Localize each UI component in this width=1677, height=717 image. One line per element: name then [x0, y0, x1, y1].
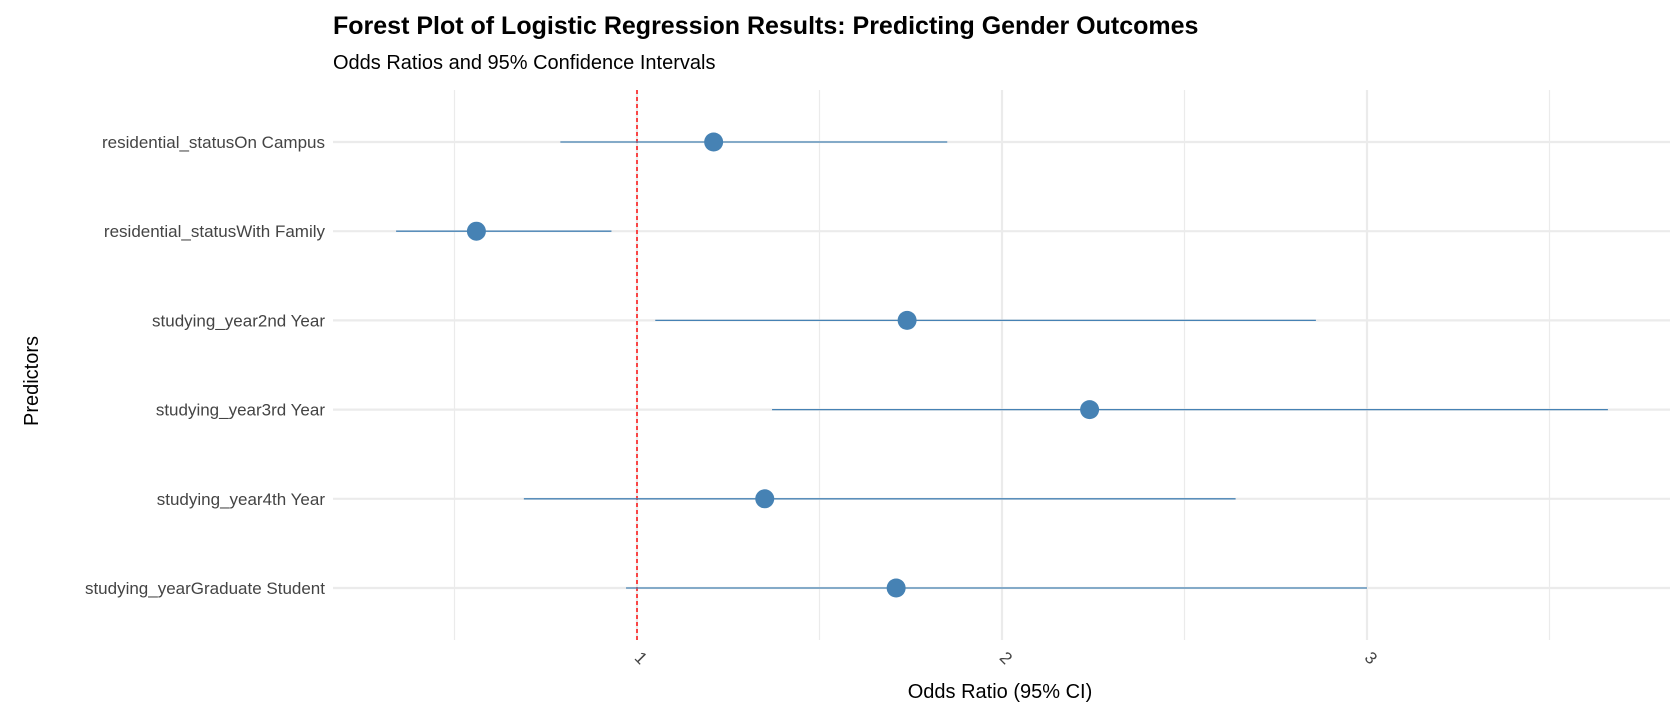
x-axis-title: Odds Ratio (95% CI) — [908, 681, 1093, 703]
x-tick-label: 3 — [1361, 648, 1381, 668]
y-tick-label: studying_year4th Year — [157, 490, 326, 509]
y-tick-label: studying_yearGraduate Student — [85, 579, 325, 598]
chart-title: Forest Plot of Logistic Regression Resul… — [333, 12, 1199, 40]
y-axis-title: Predictors — [21, 336, 43, 426]
chart-subtitle: Odds Ratios and 95% Confidence Intervals — [333, 52, 716, 74]
odds-ratio-point — [1080, 400, 1100, 420]
grid-layer — [333, 90, 1670, 640]
y-tick-label: residential_statusOn Campus — [102, 133, 325, 152]
data-layer — [396, 132, 1608, 598]
y-tick-label: studying_year2nd Year — [152, 311, 325, 330]
odds-ratio-point — [755, 489, 775, 509]
y-tick-label: studying_year3rd Year — [156, 401, 326, 420]
odds-ratio-point — [886, 578, 906, 598]
x-tick-label: 1 — [631, 648, 651, 668]
y-tick-label: residential_statusWith Family — [104, 222, 326, 241]
odds-ratio-point — [897, 310, 917, 330]
x-tick-label: 2 — [996, 648, 1016, 668]
odds-ratio-point — [704, 132, 724, 152]
odds-ratio-point — [466, 221, 486, 241]
